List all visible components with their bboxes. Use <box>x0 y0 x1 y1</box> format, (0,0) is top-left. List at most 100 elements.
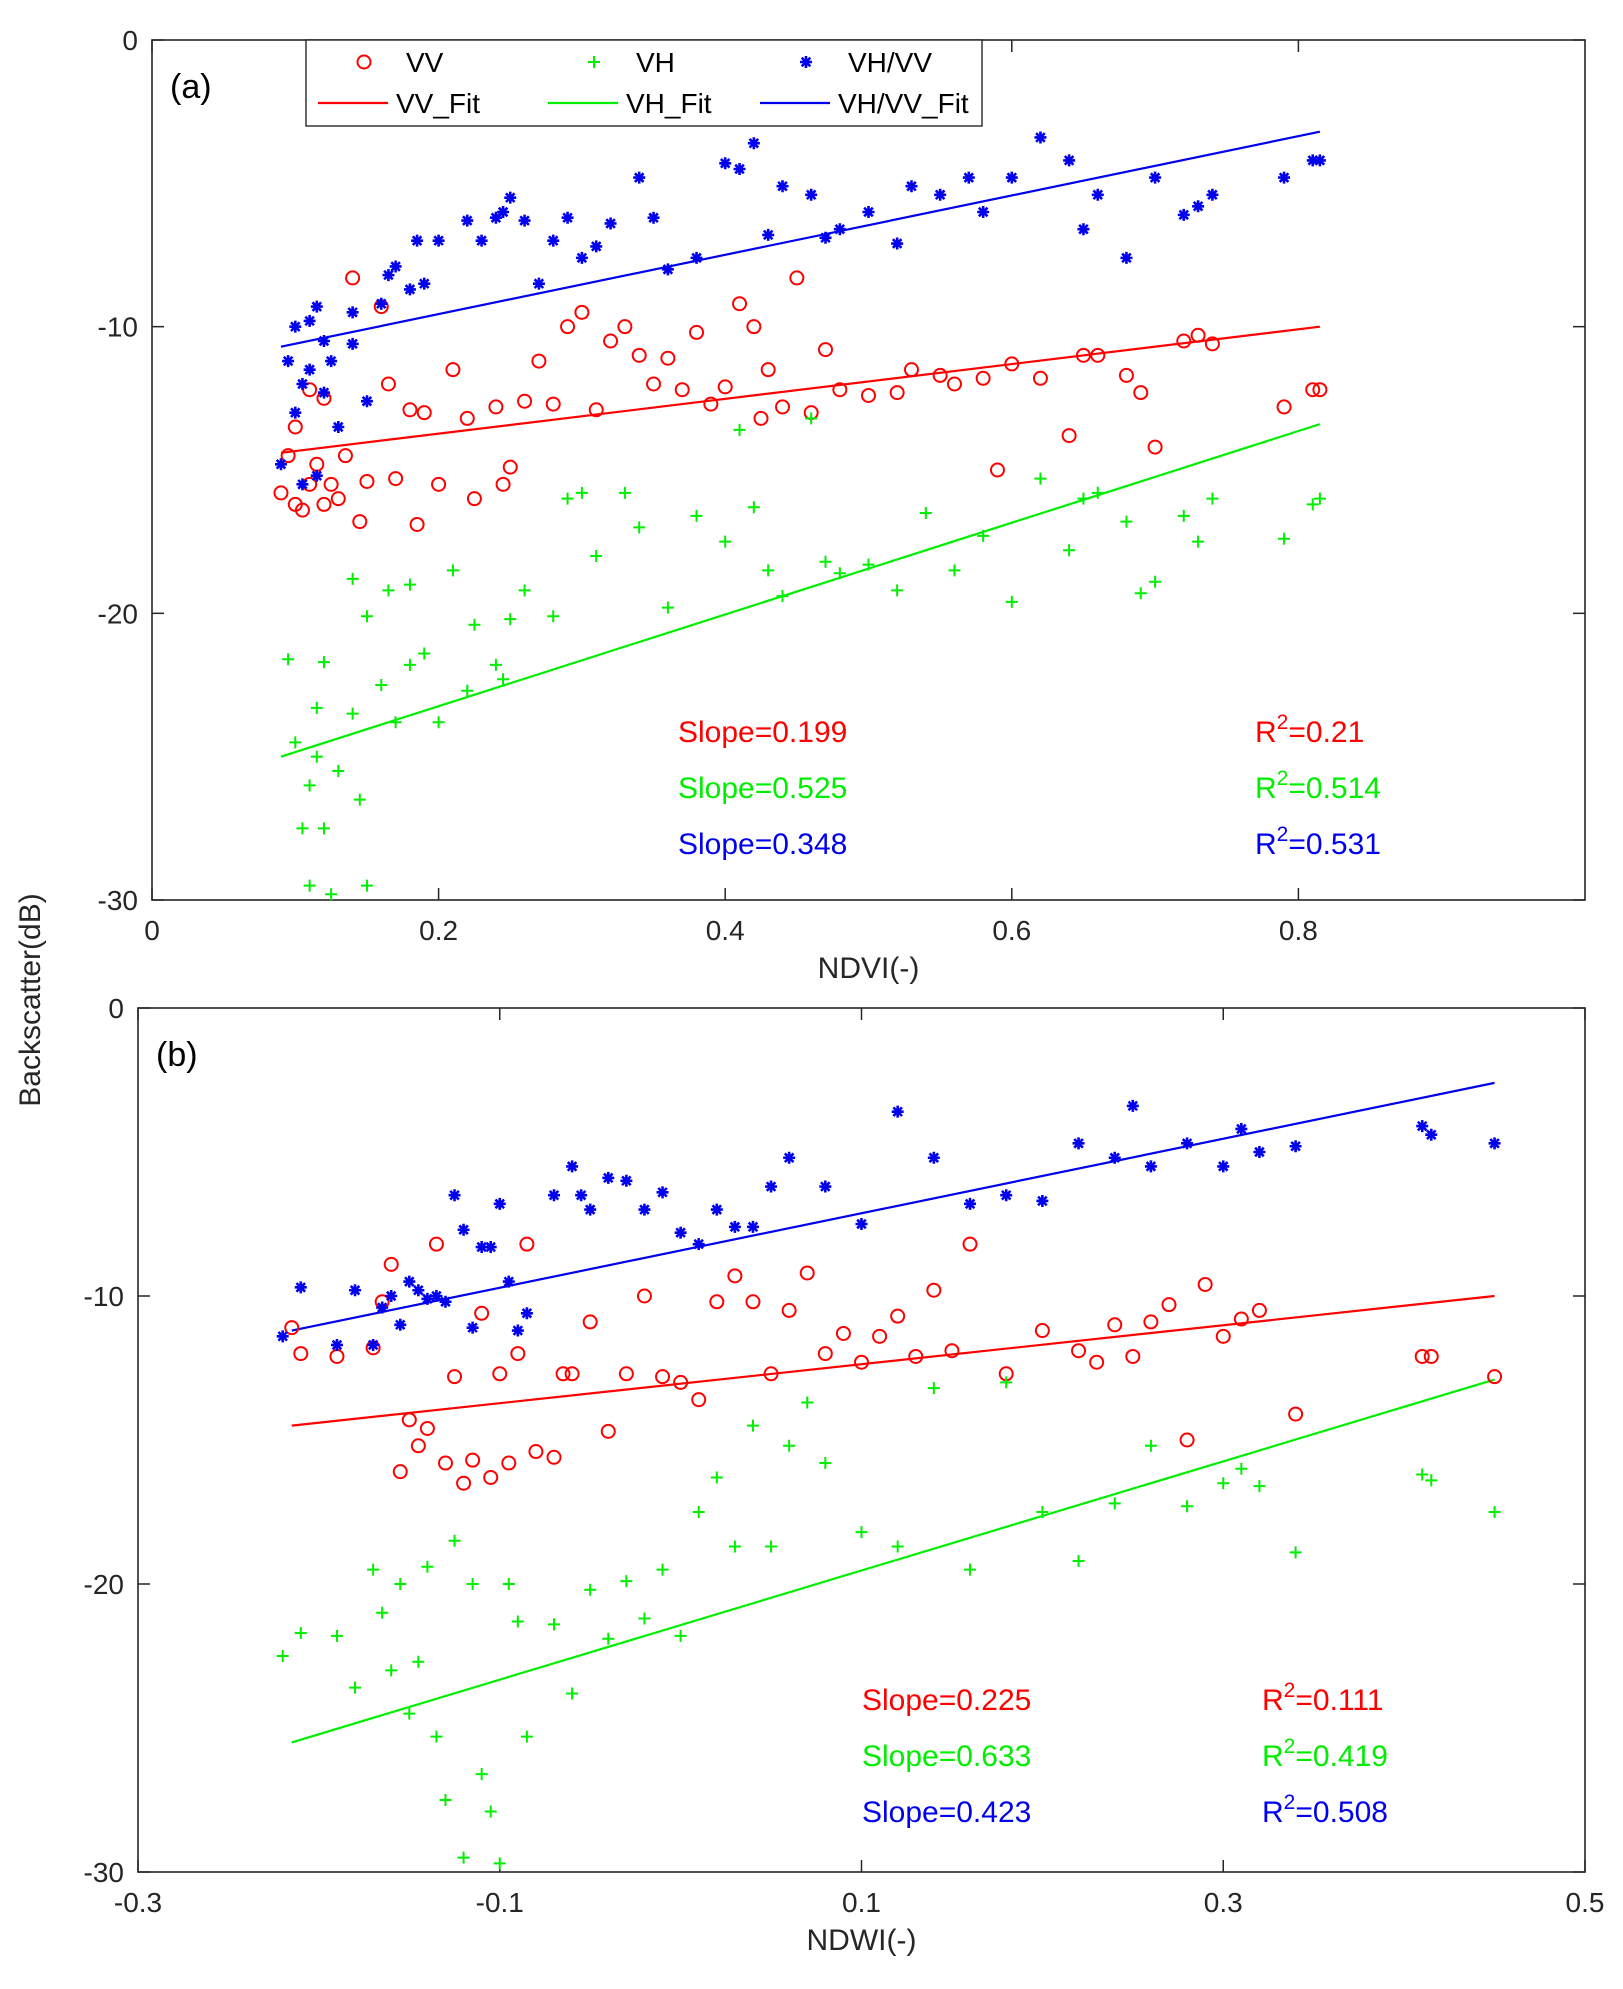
vv-point-54 <box>1161 1297 1177 1313</box>
vv-point-46 <box>753 410 769 426</box>
vh-point-5 <box>376 1606 389 1619</box>
vh-vv-point-24 <box>575 1189 588 1202</box>
vh-point-3 <box>303 779 316 792</box>
vv-point-1 <box>293 1346 309 1362</box>
vh-vv-point-41 <box>964 1197 977 1210</box>
vh-point-17 <box>382 584 395 597</box>
vv-point-31 <box>691 1392 707 1408</box>
vh-point-42 <box>1000 1376 1013 1389</box>
x-tick-label: -0.1 <box>476 1887 524 1918</box>
vh-point-44 <box>819 555 832 568</box>
vv-point-42 <box>703 396 719 412</box>
vh-point-12 <box>439 1794 452 1806</box>
vv-point-43 <box>908 1348 924 1364</box>
vh-vv-point-34 <box>590 240 603 253</box>
vv-point-32 <box>560 319 576 335</box>
vh-point-23 <box>446 564 459 577</box>
vv-point-71 <box>1276 399 1292 415</box>
vv-point-39 <box>835 1325 851 1341</box>
x-tick-label: 0.3 <box>1204 1887 1243 1918</box>
vv-point-12 <box>337 448 353 464</box>
vh-vv-point-15 <box>346 337 359 350</box>
vh-point-61 <box>1206 492 1219 505</box>
vh-vv-point-0 <box>274 458 287 471</box>
vv-point-8 <box>316 496 332 512</box>
vv-point-52 <box>1125 1348 1141 1364</box>
vh-vv-point-55 <box>1034 131 1047 144</box>
vh-point-35 <box>783 1439 796 1452</box>
vv-point-11 <box>437 1455 453 1471</box>
vh-point-49 <box>948 564 961 577</box>
vh-vv-point-52 <box>1289 1140 1302 1153</box>
y-tick-label: -20 <box>84 1569 124 1600</box>
vh-vv_fit-line <box>291 1081 1495 1332</box>
panel-a-chart: 0 0.2 0.4 0.6 0.8 0 -10 -20 -30 NDVI(-) (a) Slope=0… <box>98 25 1586 985</box>
vh-point-53 <box>1425 1474 1438 1487</box>
vv-point-61 <box>1414 1348 1430 1364</box>
vh-point-64 <box>1313 492 1326 505</box>
vh-point-18 <box>389 716 402 729</box>
vv-point-62 <box>1423 1348 1439 1364</box>
vh-vv-point-7 <box>303 363 316 376</box>
vv-point-46 <box>962 1236 978 1252</box>
vh-point-51 <box>1289 1546 1302 1559</box>
legend-vh-vv-swatch-point-0 <box>800 56 812 68</box>
vh-point-11 <box>346 572 359 585</box>
x-tick-label: 0.4 <box>706 915 745 946</box>
vh-point-4 <box>303 879 316 892</box>
vh-vv-point-56 <box>1063 154 1076 167</box>
vh-point-35 <box>633 521 646 534</box>
annotation-right-0: R2=0.21 <box>1255 711 1364 749</box>
vh-point-27 <box>638 1612 651 1625</box>
vv-point-65 <box>1118 367 1134 383</box>
vv-point-1 <box>280 448 296 464</box>
vh-vv-point-29 <box>656 1186 669 1199</box>
vh-point-22 <box>432 716 445 729</box>
vh-vv-point-54 <box>1005 171 1018 184</box>
vh-point-14 <box>457 1851 470 1864</box>
vh-vv-point-30 <box>674 1226 687 1239</box>
vh-vv-point-28 <box>638 1203 651 1216</box>
vh-point-39 <box>891 1540 904 1553</box>
vh-vv-point-59 <box>1120 251 1133 264</box>
vh-point-47 <box>891 584 904 597</box>
vh-vv-point-3 <box>289 406 302 419</box>
vv-point-16 <box>483 1469 499 1485</box>
vh-vv-point-44 <box>776 180 789 193</box>
vv-point-68 <box>1176 333 1192 349</box>
vh-point-55 <box>1091 486 1104 499</box>
vv-point-45 <box>944 1343 960 1359</box>
vv-point-38 <box>646 376 662 392</box>
vh-vv-point-35 <box>765 1180 778 1193</box>
annotation-left-2: Slope=0.348 <box>678 828 847 861</box>
vv_fit-line <box>280 325 1321 454</box>
vv-point-24 <box>459 410 475 426</box>
vh-point-63 <box>1306 498 1319 511</box>
vv-point-5 <box>383 1256 399 1272</box>
vh-vv-point-27 <box>620 1174 633 1187</box>
vh-point-34 <box>618 486 631 499</box>
vh-vv-point-48 <box>1181 1137 1194 1150</box>
vh-vv-point-34 <box>746 1220 759 1233</box>
vh-point-26 <box>620 1575 633 1588</box>
vv-point-44 <box>732 296 748 312</box>
vh-vv-point-33 <box>728 1220 741 1233</box>
vv-point-23 <box>555 1366 571 1382</box>
vh-vv-point-40 <box>927 1151 940 1164</box>
vv-point-53 <box>861 387 876 403</box>
vv-point-33 <box>574 304 590 320</box>
vh-point-36 <box>801 1396 814 1409</box>
vh-vv-point-0 <box>276 1330 289 1343</box>
vh-point-41 <box>964 1563 977 1576</box>
vh-point-30 <box>692 1506 705 1518</box>
vh-point-51 <box>1005 595 1018 608</box>
vv-point-35 <box>603 333 619 349</box>
vh-point-49 <box>1235 1462 1248 1475</box>
vh-vv-point-42 <box>747 137 760 150</box>
vh-vv-point-43 <box>1036 1194 1049 1207</box>
vh-point-10 <box>332 765 345 777</box>
vv-point-55 <box>903 362 919 378</box>
vv-point-7 <box>401 1412 417 1428</box>
vh-vv-point-49 <box>891 237 904 250</box>
vv-point-69 <box>1190 327 1206 343</box>
